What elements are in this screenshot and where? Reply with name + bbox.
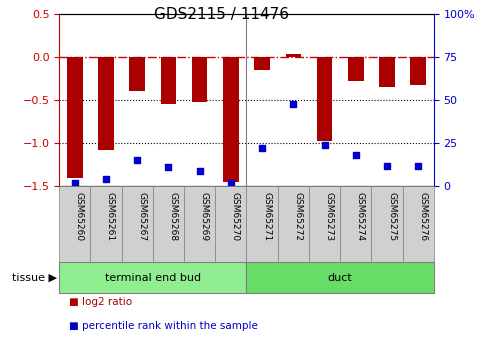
- Point: [71, 180, 79, 186]
- Bar: [309, 186, 340, 262]
- Point: [102, 177, 110, 182]
- Bar: [90, 186, 122, 262]
- Bar: [215, 186, 246, 262]
- Point: [320, 142, 328, 148]
- Text: ■ percentile rank within the sample: ■ percentile rank within the sample: [69, 321, 258, 331]
- Text: GSM65261: GSM65261: [106, 193, 115, 242]
- Text: GDS2115 / 11476: GDS2115 / 11476: [154, 7, 289, 22]
- Bar: [246, 262, 434, 293]
- Text: duct: duct: [328, 273, 352, 283]
- Text: GSM65269: GSM65269: [200, 193, 209, 242]
- Bar: [67, 57, 83, 178]
- Point: [165, 165, 173, 170]
- Bar: [184, 186, 215, 262]
- Bar: [340, 186, 371, 262]
- Bar: [223, 57, 239, 182]
- Bar: [379, 57, 395, 87]
- Text: GSM65275: GSM65275: [387, 193, 396, 242]
- Text: GSM65267: GSM65267: [137, 193, 146, 242]
- Bar: [254, 57, 270, 70]
- Bar: [246, 186, 278, 262]
- Point: [383, 163, 391, 168]
- Text: GSM65274: GSM65274: [356, 193, 365, 242]
- Text: GSM65270: GSM65270: [231, 193, 240, 242]
- Text: GSM65268: GSM65268: [169, 193, 177, 242]
- Text: GSM65271: GSM65271: [262, 193, 271, 242]
- Bar: [285, 55, 301, 57]
- Bar: [403, 186, 434, 262]
- Bar: [161, 57, 176, 104]
- Bar: [129, 57, 145, 91]
- Bar: [59, 186, 90, 262]
- Text: GSM65260: GSM65260: [75, 193, 84, 242]
- Bar: [153, 186, 184, 262]
- Point: [196, 168, 204, 174]
- Bar: [348, 57, 363, 81]
- Bar: [98, 57, 114, 150]
- Text: tissue ▶: tissue ▶: [12, 273, 57, 283]
- Bar: [317, 57, 332, 141]
- Text: GSM65272: GSM65272: [293, 193, 302, 242]
- Bar: [278, 186, 309, 262]
- Point: [133, 158, 141, 163]
- Point: [258, 146, 266, 151]
- Bar: [59, 262, 246, 293]
- Point: [227, 180, 235, 186]
- Bar: [192, 57, 208, 102]
- Point: [352, 152, 360, 158]
- Text: GSM65276: GSM65276: [418, 193, 427, 242]
- Text: GSM65273: GSM65273: [324, 193, 334, 242]
- Bar: [410, 57, 426, 85]
- Point: [289, 101, 297, 106]
- Bar: [122, 186, 153, 262]
- Point: [414, 163, 422, 168]
- Text: terminal end bud: terminal end bud: [105, 273, 201, 283]
- Bar: [371, 186, 403, 262]
- Text: ■ log2 ratio: ■ log2 ratio: [69, 297, 132, 307]
